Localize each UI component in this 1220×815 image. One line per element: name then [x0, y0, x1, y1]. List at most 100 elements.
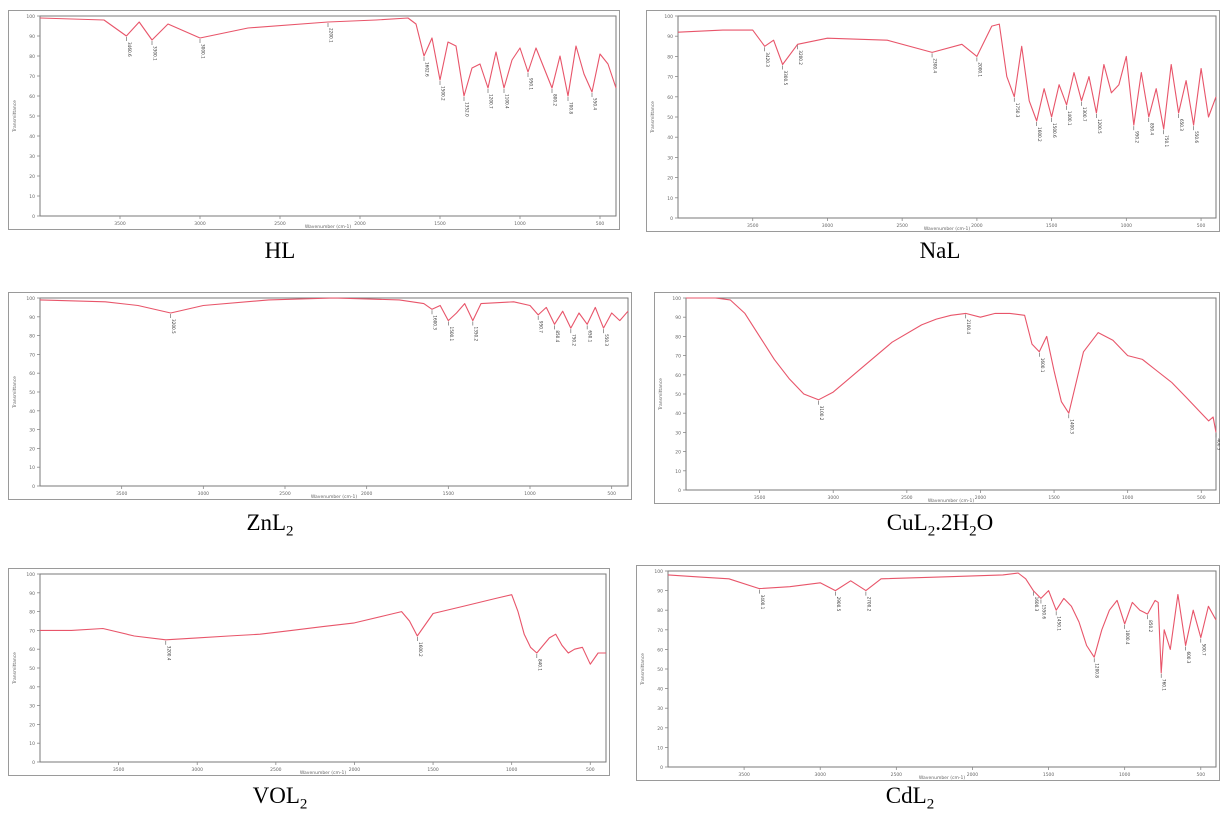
caption-nal: NaL [830, 238, 1050, 264]
y-tick-label-nal: 30 [667, 155, 673, 161]
peak-label-znl2: 850.4 [555, 330, 560, 342]
y-tick-label-znl2: 20 [29, 446, 35, 452]
y-tick-label-znl2: 30 [29, 428, 35, 434]
x-tick-label-znl2: 500 [607, 491, 616, 497]
peak-label-znl2: 1600.3 [433, 315, 438, 330]
peak-label-hl: 1602.6 [425, 62, 430, 77]
y-tick-label-vol2: 100 [26, 572, 35, 578]
peak-label-znl2: 750.2 [571, 334, 576, 346]
spectrum-chart-hl: 0 10 20 30 40 50 60 70 80 90 100 3500 3000 2500 2000 15… [8, 10, 620, 230]
spectrum-line-vol2 [40, 594, 606, 665]
x-tick-label-cdl2: 2500 [891, 772, 903, 778]
x-tick-label-cul2: 500 [1197, 495, 1206, 501]
y-tick-label-nal: 20 [667, 176, 673, 182]
peak-label-cul2: 1400.3 [1069, 419, 1074, 434]
spectrum-chart-znl2: 0 10 20 30 40 50 60 70 80 90 100 3500 3000 2500 2000 15… [8, 292, 632, 500]
y-axis-label-hl: Transmittance [12, 100, 18, 133]
y-tick-label-znl2: 0 [32, 484, 35, 490]
y-axis-label-znl2: Transmittance [12, 376, 18, 409]
caption-cdl2-base: CdL [885, 783, 927, 808]
caption-nal-text: NaL [919, 238, 961, 263]
peak-label-nal: 1400.1 [1067, 111, 1072, 126]
y-tick-label-cdl2: 70 [657, 628, 663, 634]
peak-label-hl: 3460.6 [127, 42, 132, 57]
x-tick-label-cul2: 3000 [827, 495, 839, 501]
y-tick-label-vol2: 40 [29, 685, 35, 691]
x-tick-label-hl: 1500 [434, 221, 446, 227]
peak-label-nal: 550.6 [1194, 131, 1199, 143]
peak-label-hl: 3300.1 [153, 46, 158, 61]
peak-label-nal: 2300.4 [933, 58, 938, 73]
peak-label-hl: 800.2 [553, 94, 558, 106]
x-tick-label-hl: 3000 [194, 221, 206, 227]
y-tick-label-hl: 0 [32, 214, 35, 220]
y-tick-label-cul2: 60 [675, 373, 681, 379]
y-tick-label-hl: 60 [29, 94, 35, 100]
peak-label-hl: 2200.1 [329, 28, 334, 43]
peak-label-znl2: 1350.2 [473, 327, 478, 342]
peak-label-nal: 3420.3 [765, 52, 770, 67]
y-tick-label-znl2: 40 [29, 409, 35, 415]
spectrum-chart-nal: 0 10 20 30 40 50 60 70 80 90 100 3500 3000 2500 2000 15… [646, 10, 1220, 232]
peak-label-znl2: 650.1 [588, 330, 593, 342]
x-tick-label-vol2: 1500 [427, 767, 439, 773]
spectrum-panel-hl: 0 10 20 30 40 50 60 70 80 90 100 3500 3000 2500 2000 15… [8, 10, 620, 230]
y-tick-label-hl: 20 [29, 174, 35, 180]
x-tick-label-cdl2: 3500 [738, 772, 750, 778]
peak-label-cdl2: 1600.3 [1034, 597, 1039, 612]
x-tick-label-hl: 500 [596, 221, 605, 227]
peak-label-znl2: 550.3 [604, 334, 609, 346]
peak-label-cdl2: 1000.4 [1125, 630, 1130, 645]
peak-label-cul2: 400.5 [1217, 438, 1220, 450]
peak-label-cdl2: 500.7 [1201, 644, 1206, 656]
y-tick-label-nal: 10 [667, 196, 673, 202]
y-tick-label-vol2: 10 [29, 741, 35, 747]
peak-label-cdl2: 1200.8 [1095, 663, 1100, 678]
peak-label-cdl2: 1450.1 [1057, 616, 1062, 631]
spectrum-panel-znl2: 0 10 20 30 40 50 60 70 80 90 100 3500 3000 2500 2000 15… [8, 292, 632, 500]
y-tick-label-cul2: 40 [675, 411, 681, 417]
x-tick-label-znl2: 1500 [443, 491, 455, 497]
caption-vol2: VOL2 [150, 783, 410, 814]
peak-label-vol2: 840.1 [537, 659, 542, 671]
peak-label-vol2: 1600.2 [418, 642, 423, 657]
y-tick-label-cul2: 70 [675, 354, 681, 360]
y-tick-label-znl2: 60 [29, 371, 35, 377]
y-tick-label-cul2: 50 [675, 392, 681, 398]
y-tick-label-znl2: 50 [29, 390, 35, 396]
x-tick-label-cdl2: 500 [1196, 772, 1205, 778]
x-tick-label-nal: 1500 [1046, 223, 1058, 229]
x-tick-label-vol2: 2000 [349, 767, 361, 773]
y-tick-label-nal: 100 [664, 14, 673, 20]
spectrum-panel-nal: 0 10 20 30 40 50 60 70 80 90 100 3500 3000 2500 2000 15… [646, 10, 1220, 232]
spectrum-panel-cdl2: 0 10 20 30 40 50 60 70 80 90 100 3500 3000 2500 2000 15… [636, 565, 1220, 781]
spectrum-panel-vol2: 0 10 20 30 40 50 60 70 80 90 100 3500 3000 2500 2000 15… [8, 568, 610, 776]
peak-label-cul2: 2100.4 [966, 319, 971, 334]
caption-znl2-sub: 2 [286, 523, 294, 540]
y-tick-label-cul2: 80 [675, 334, 681, 340]
peak-label-cdl2: 850.2 [1148, 620, 1153, 632]
frame-cdl2 [636, 565, 1220, 781]
caption-cul2-d: 2 [969, 523, 977, 540]
peak-label-cul2: 1600.1 [1040, 358, 1045, 373]
x-tick-label-cdl2: 1500 [1043, 772, 1055, 778]
peak-label-hl: 550.4 [593, 98, 598, 110]
y-tick-label-vol2: 90 [29, 591, 35, 597]
y-tick-label-cdl2: 30 [657, 706, 663, 712]
peak-label-cdl2: 2900.5 [836, 597, 841, 612]
y-tick-label-cul2: 0 [678, 488, 681, 494]
y-tick-label-vol2: 80 [29, 610, 35, 616]
y-tick-label-nal: 60 [667, 95, 673, 101]
y-tick-label-hl: 100 [26, 14, 35, 20]
peak-label-znl2: 1500.1 [449, 327, 454, 342]
x-tick-label-vol2: 3500 [113, 767, 125, 773]
spectrum-chart-cul2: 0 10 20 30 40 50 60 70 80 90 100 3500 3000 2500 2000 15… [654, 292, 1220, 504]
y-tick-label-cul2: 100 [672, 296, 681, 302]
peak-label-nal: 850.4 [1149, 123, 1154, 135]
caption-vol2-base: VOL [252, 783, 300, 808]
y-tick-label-cdl2: 10 [657, 745, 663, 751]
peak-label-nal: 1200.5 [1097, 119, 1102, 134]
peak-label-nal: 2000.1 [977, 62, 982, 77]
x-tick-label-vol2: 500 [586, 767, 595, 773]
y-tick-label-cul2: 20 [675, 450, 681, 456]
